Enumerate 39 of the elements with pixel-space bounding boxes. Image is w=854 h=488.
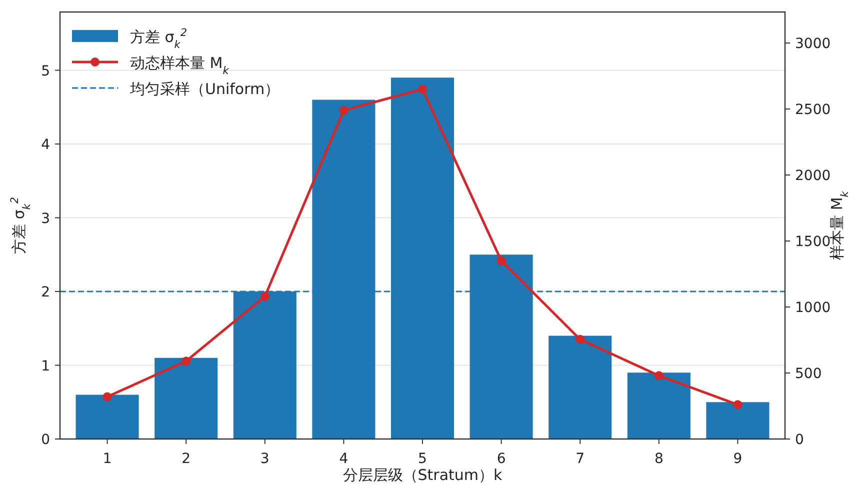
- point: [339, 106, 348, 115]
- point: [182, 356, 191, 366]
- legend-label: 均匀采样（Uniform）: [129, 80, 280, 98]
- x-tick-label: 1: [102, 451, 112, 467]
- point: [418, 84, 427, 94]
- y2-tick-label: 1500: [795, 234, 831, 250]
- y-tick-label: 2: [41, 284, 50, 301]
- y-tick-label: 5: [41, 63, 50, 80]
- y2-tick-label: 500: [795, 366, 822, 382]
- x-tick-label: 6: [496, 451, 506, 467]
- point: [102, 392, 112, 402]
- y-tick-label: 4: [41, 137, 50, 154]
- point: [260, 292, 270, 301]
- legend-label: 动态样本量 M$_{k}$: [130, 54, 230, 77]
- x-axis-title: 分层层级（Stratum）k: [342, 466, 503, 484]
- bar: [154, 358, 218, 439]
- y2-tick-label: 1000: [795, 300, 831, 316]
- x-tick-label: 9: [733, 451, 742, 467]
- bar: [76, 394, 139, 439]
- x-tick-label: 8: [654, 451, 664, 467]
- bar: [627, 372, 690, 439]
- x-tick-label: 2: [182, 451, 191, 467]
- y2-tick-label: 0: [795, 432, 804, 448]
- point: [654, 371, 664, 380]
- x-tick-label: 4: [339, 451, 348, 467]
- point: [576, 334, 585, 344]
- y-tick-label: 0: [41, 432, 50, 448]
- bar: [706, 402, 770, 439]
- x-tick-label: 3: [260, 451, 270, 467]
- point: [733, 400, 742, 410]
- y2-tick-label: 3000: [795, 36, 831, 52]
- x-tick-label: 7: [576, 451, 585, 467]
- point: [496, 256, 506, 266]
- y-tick-label: 3: [41, 210, 50, 227]
- bar: [548, 336, 612, 439]
- y2-tick-label: 2500: [795, 102, 831, 118]
- y-tick-label: 1: [41, 358, 50, 374]
- x-tick-label: 5: [418, 451, 427, 467]
- y2-tick-label: 2000: [795, 168, 831, 184]
